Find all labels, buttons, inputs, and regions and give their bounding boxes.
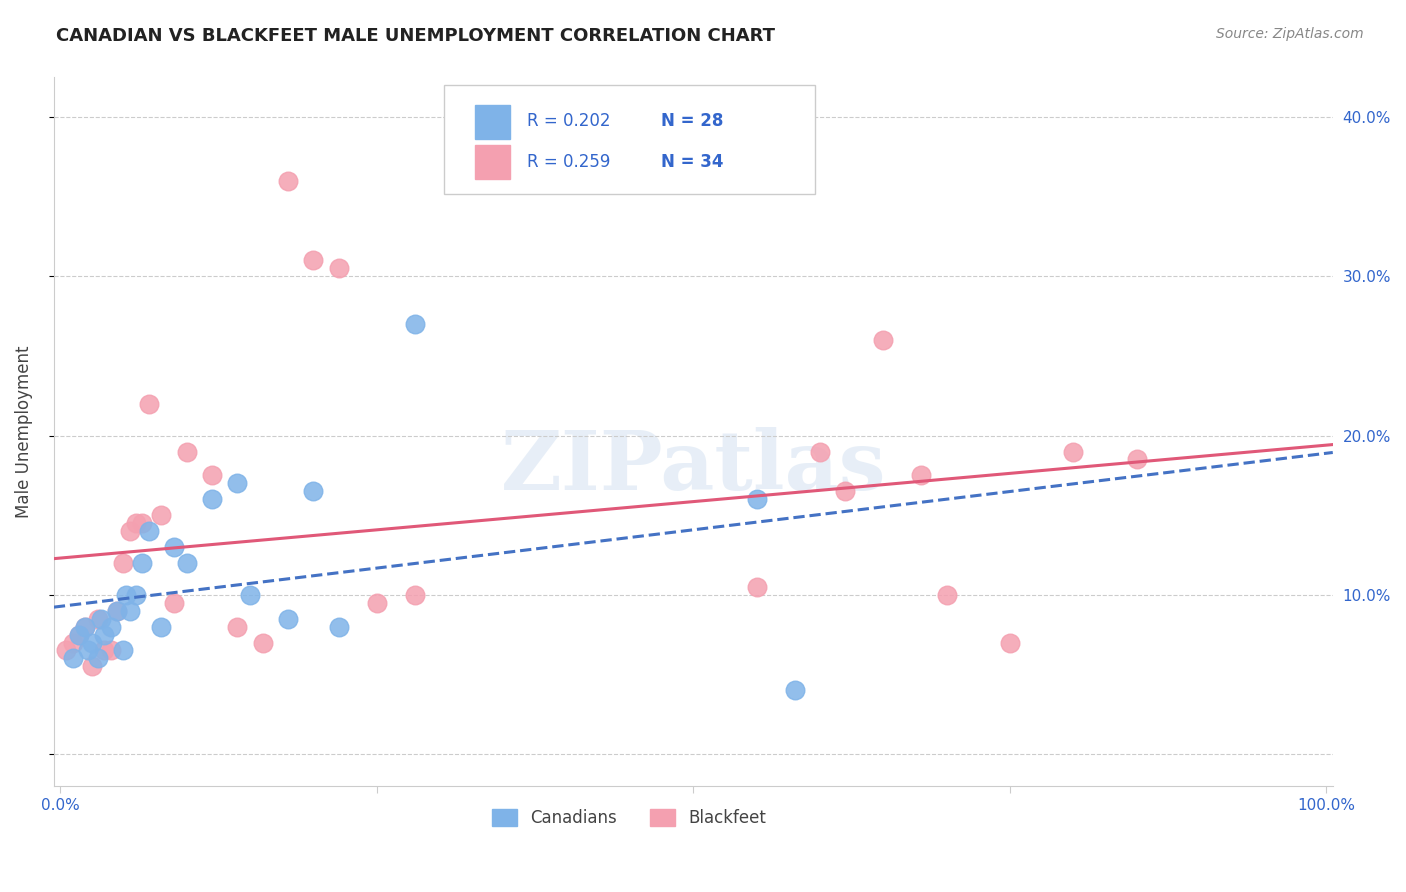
Legend: Canadians, Blackfeet: Canadians, Blackfeet [485,803,773,834]
Point [783,683,806,698]
Point [93,643,115,657]
Point [935,588,957,602]
Point [125,516,148,530]
Point [100,643,122,657]
Point [226,476,249,491]
Text: CANADIAN VS BLACKFEET MALE UNEMPLOYMENT CORRELATION CHART: CANADIAN VS BLACKFEET MALE UNEMPLOYMENT … [56,27,775,45]
Point [910,468,932,483]
Text: N = 28: N = 28 [661,112,724,129]
Point [201,468,224,483]
Text: ZIPatlas: ZIPatlas [501,427,886,507]
Point [105,604,128,618]
Point [75,619,97,633]
Point [201,492,224,507]
Point [87,651,110,665]
Point [55,643,77,657]
Point [62,651,84,665]
Point [90,612,112,626]
Point [77,643,100,657]
Point [277,612,299,626]
Point [100,619,122,633]
Point [1125,452,1147,467]
Point [67,627,90,641]
Point [163,540,186,554]
Point [252,635,274,649]
Point [87,612,110,626]
Point [93,627,115,641]
Point [62,635,84,649]
Point [239,588,262,602]
Point [366,596,388,610]
Text: R = 0.202: R = 0.202 [527,112,610,129]
Point [80,659,103,673]
Point [112,643,135,657]
Point [138,524,160,538]
Point [328,261,350,276]
Point [176,444,198,458]
Point [75,619,97,633]
Point [302,253,325,268]
Y-axis label: Male Unemployment: Male Unemployment [15,345,32,518]
Point [150,508,173,523]
FancyBboxPatch shape [475,145,510,178]
Point [125,588,148,602]
Point [176,556,198,570]
Point [131,516,153,530]
Point [138,397,160,411]
Point [131,556,153,570]
Point [302,484,325,499]
FancyBboxPatch shape [475,105,510,139]
Point [163,596,186,610]
Point [80,635,103,649]
Text: N = 34: N = 34 [661,153,724,170]
Point [150,619,173,633]
Point [404,317,426,331]
Text: Source: ZipAtlas.com: Source: ZipAtlas.com [1216,27,1364,41]
Point [404,588,426,602]
FancyBboxPatch shape [444,85,815,194]
Point [998,635,1021,649]
Point [115,588,138,602]
Point [808,444,831,458]
Point [67,627,90,641]
Point [118,524,141,538]
Point [118,604,141,618]
Point [112,556,135,570]
Point [1062,444,1084,458]
Point [745,492,768,507]
Point [277,174,299,188]
Point [745,580,768,594]
Point [226,619,249,633]
Point [105,604,128,618]
Point [834,484,856,499]
Text: R = 0.259: R = 0.259 [527,153,610,170]
Point [872,333,894,347]
Point [328,619,350,633]
